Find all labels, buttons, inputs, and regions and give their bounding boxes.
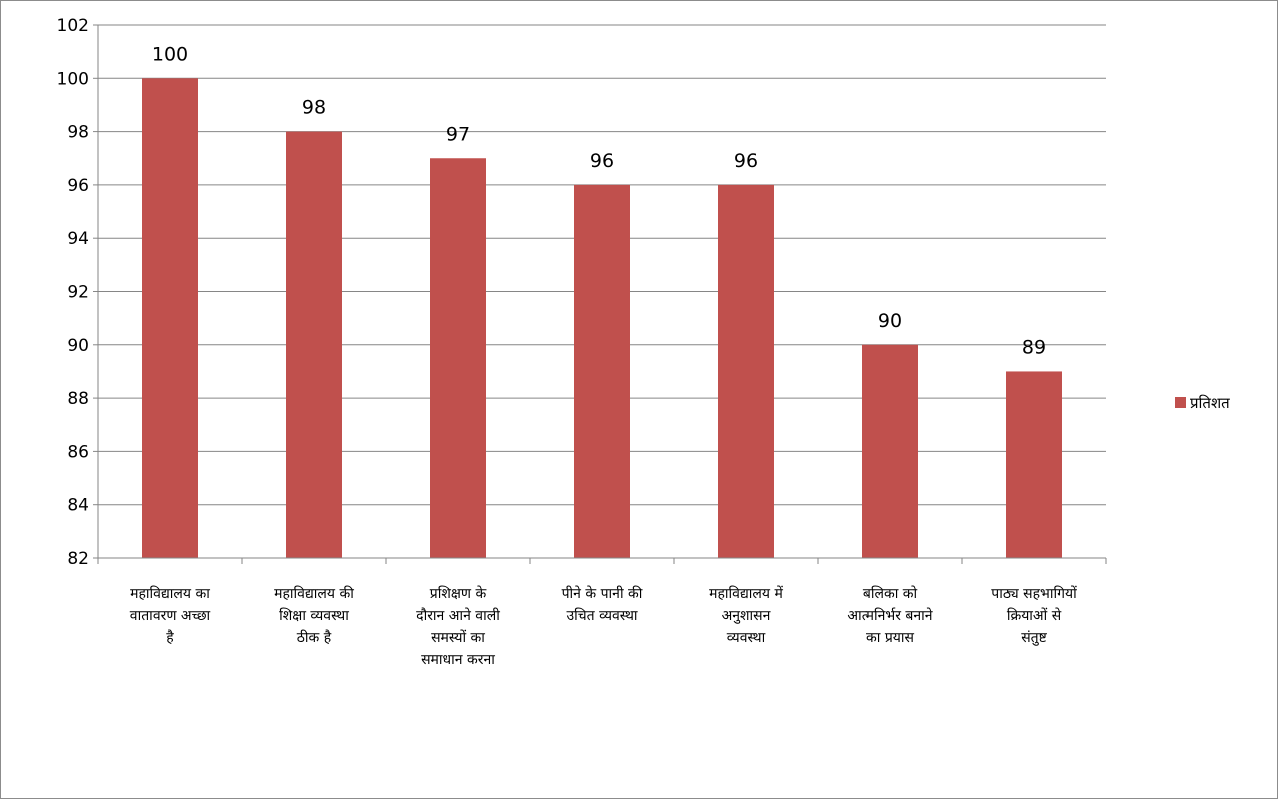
bars bbox=[142, 78, 1062, 559]
data-label: 97 bbox=[446, 123, 470, 145]
bar bbox=[286, 131, 342, 558]
x-category-label: महाविद्यालय की शिक्षा व्यवस्था ठीक है bbox=[274, 585, 354, 646]
y-tick-label: 94 bbox=[67, 229, 89, 249]
x-category-label-line: महाविद्यालय का bbox=[130, 585, 210, 602]
x-category-label-line: ठीक है bbox=[297, 629, 332, 646]
x-category-label: बलिका को आत्मनिर्भर बनाने का प्रयास bbox=[847, 585, 932, 646]
legend-swatch bbox=[1175, 397, 1186, 408]
y-tick-label: 102 bbox=[57, 16, 89, 36]
y-tick-label: 82 bbox=[67, 549, 89, 569]
x-category-label-line: समस्यों का bbox=[431, 629, 485, 646]
x-category-label-line: पाठ्य सहभागियों bbox=[991, 585, 1077, 602]
y-tick-label: 90 bbox=[67, 336, 89, 356]
data-label: 100 bbox=[152, 43, 188, 65]
x-category-label-line: है bbox=[166, 629, 174, 646]
x-category-label-line: पीने के पानी की bbox=[562, 585, 643, 602]
y-tick-label: 96 bbox=[67, 176, 89, 196]
y-tick-label: 84 bbox=[67, 496, 89, 516]
x-category-label-line: का प्रयास bbox=[866, 630, 915, 646]
x-category-label-line: अनुशासन bbox=[722, 608, 771, 624]
x-category-label-line: आत्मनिर्भर बनाने bbox=[847, 607, 932, 624]
x-category-label-line: बलिका को bbox=[863, 585, 918, 602]
x-category-label-line: समाधान करना bbox=[421, 652, 495, 668]
data-label: 96 bbox=[734, 150, 758, 172]
x-category-label-line: व्यवस्था bbox=[727, 630, 766, 646]
x-category-label-line: वातावरण अच्छा bbox=[130, 608, 211, 624]
data-label: 98 bbox=[302, 97, 326, 119]
y-tick-label: 100 bbox=[57, 69, 89, 89]
x-category-label-line: उचित व्यवस्था bbox=[566, 607, 637, 624]
x-category-label-line: शिक्षा व्यवस्था bbox=[279, 607, 349, 624]
x-category-label-line: महाविद्यालय की bbox=[274, 585, 354, 602]
y-axis-tick-labels: 82 84 86 88 90 92 94 96 98 100 102 bbox=[57, 16, 89, 569]
x-category-label: पाठ्य सहभागियों क्रियाओं से संतुष्ट bbox=[991, 585, 1077, 646]
x-category-label: पीने के पानी की उचित व्यवस्था bbox=[562, 585, 643, 624]
legend: प्रतिशत bbox=[1175, 394, 1230, 412]
bar bbox=[862, 344, 918, 558]
x-category-label-line: दौरान आने वाली bbox=[416, 607, 500, 624]
data-label: 96 bbox=[590, 150, 614, 172]
bar bbox=[574, 184, 630, 558]
x-category-label: महाविद्यालय का वातावरण अच्छा है bbox=[130, 585, 211, 646]
x-category-label-line: क्रियाओं से bbox=[1007, 607, 1062, 624]
y-tick-label: 88 bbox=[67, 389, 89, 409]
axes bbox=[93, 24, 1107, 564]
bar bbox=[1006, 371, 1062, 558]
x-category-label-line: संतुष्ट bbox=[1021, 630, 1047, 646]
y-tick-label: 98 bbox=[67, 123, 89, 143]
x-category-label: महाविद्यालय में अनुशासन व्यवस्था bbox=[709, 585, 783, 646]
data-labels: 100 98 97 96 96 90 89 bbox=[152, 43, 1046, 358]
bar bbox=[142, 78, 198, 559]
data-label: 89 bbox=[1022, 336, 1046, 358]
x-category-label-line: महाविद्यालय में bbox=[709, 585, 783, 602]
y-tick-label: 86 bbox=[67, 442, 89, 462]
data-label: 90 bbox=[878, 310, 902, 332]
bar bbox=[718, 184, 774, 558]
bar bbox=[430, 158, 486, 558]
x-category-label-line: प्रशिक्षण के bbox=[430, 585, 487, 602]
legend-label: प्रतिशत bbox=[1190, 394, 1230, 412]
x-axis-category-labels: महाविद्यालय का वातावरण अच्छा हैमहाविद्यालय… bbox=[130, 585, 1077, 668]
x-category-label: प्रशिक्षण के दौरान आने वाली समस्यों का समाध… bbox=[416, 585, 500, 668]
y-tick-label: 92 bbox=[67, 283, 89, 303]
